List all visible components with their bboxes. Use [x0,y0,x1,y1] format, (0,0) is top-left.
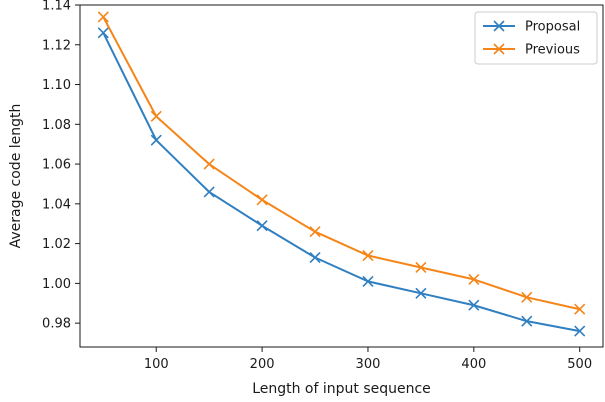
y-tick-label: 1.14 [42,0,71,14]
series-line [102,16,580,311]
data-point [203,186,215,198]
y-tick-label: 1.10 [42,78,71,93]
y-tick-label: 1.02 [42,237,71,252]
data-point [415,287,427,299]
y-tick-label: 1.08 [42,118,71,133]
data-point [415,261,427,274]
data-point [150,134,162,146]
legend-swatch-marker [493,43,505,55]
y-tick-label: 1.12 [42,38,71,53]
y-axis-label: Average code length [8,104,24,249]
data-point [309,226,321,238]
data-point [574,325,586,337]
data-point [203,158,215,170]
data-point [97,11,109,23]
legend-item: Proposal [483,20,580,35]
data-point [256,220,268,232]
data-point [574,303,586,315]
y-tick-label: 1.00 [42,277,71,292]
data-point [521,291,533,303]
data-point [468,273,480,285]
x-tick-label: 100 [144,357,169,372]
series-line [102,32,580,333]
legend-item: Previous [483,43,580,58]
data-point [362,275,374,287]
x-tick-label: 200 [250,357,275,372]
data-point [468,299,480,311]
data-point [362,249,374,262]
y-tick-label: 1.04 [42,197,71,212]
legend-label: Proposal [525,20,580,35]
x-tick-label: 500 [567,357,592,372]
series-previous [97,11,586,315]
axes-layer: 100 200 300 400 500 0.98 1.00 1.02 1.04 1.06 1.08 1… [42,0,592,372]
data-point [521,315,533,327]
y-tick-label: 0.98 [42,317,71,332]
data-point [309,251,321,264]
series-proposal [97,27,586,337]
legend-label: Previous [525,43,580,58]
x-tick-label: 300 [356,357,381,372]
legend-swatch-marker [493,20,505,32]
x-tick-label: 400 [461,357,486,372]
y-tick-label: 1.06 [42,158,71,173]
legend: Proposal Previous [474,11,598,65]
series-layer [97,11,586,337]
data-point [150,110,162,122]
x-axis-label: Length of input sequence [252,381,431,397]
data-point [256,194,268,206]
data-point [97,27,109,39]
